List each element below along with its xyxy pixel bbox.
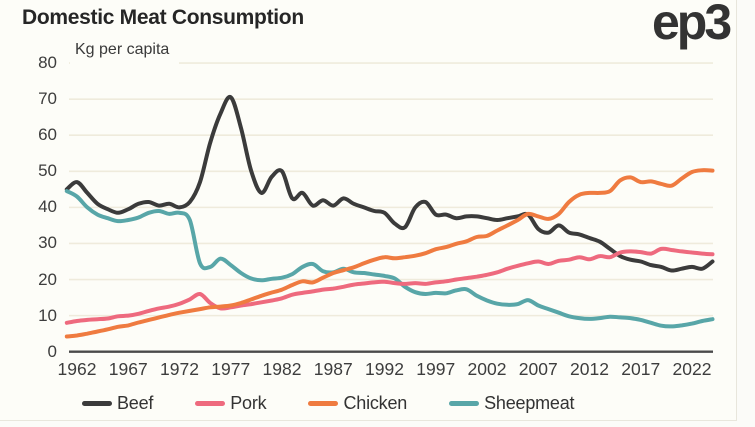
chart-card: Domestic Meat Consumption ep3 Kg per cap… bbox=[0, 0, 737, 421]
legend-item-beef: Beef bbox=[82, 393, 153, 414]
y-tick-label-40: 40 bbox=[38, 197, 57, 217]
x-tick-label-2002: 2002 bbox=[467, 359, 507, 379]
page-title: Domestic Meat Consumption bbox=[22, 6, 304, 29]
x-tick-label-1982: 1982 bbox=[262, 359, 302, 379]
x-tick-label-1972: 1972 bbox=[160, 359, 199, 379]
y-tick-label-50: 50 bbox=[38, 161, 57, 181]
x-tick-label-2007: 2007 bbox=[518, 359, 558, 379]
legend-item-pork: Pork bbox=[195, 393, 267, 414]
x-tick-label-1997: 1997 bbox=[416, 359, 456, 379]
y-tick-label-10: 10 bbox=[38, 305, 57, 325]
series-line-beef bbox=[64, 95, 715, 273]
x-tick-label-1977: 1977 bbox=[211, 359, 251, 379]
legend-swatch-chicken bbox=[308, 401, 339, 406]
legend-label-sheepmeat: Sheepmeat bbox=[484, 393, 575, 413]
legend-item-sheepmeat: Sheepmeat bbox=[449, 393, 575, 414]
y-axis-unit-label: Kg per capita bbox=[70, 34, 180, 65]
y-tick-label-60: 60 bbox=[38, 125, 57, 145]
y-tick-label-30: 30 bbox=[38, 233, 57, 253]
x-tick-label-2022: 2022 bbox=[672, 359, 712, 379]
x-tick-label-1962: 1962 bbox=[57, 359, 97, 379]
legend-label-chicken: Chicken bbox=[343, 393, 408, 413]
x-tick-label-1987: 1987 bbox=[313, 359, 353, 379]
legend-swatch-beef bbox=[82, 401, 112, 406]
series-line-sheepmeat bbox=[64, 189, 715, 329]
legend-item-chicken: Chicken bbox=[308, 393, 407, 414]
legend-label-beef: Beef bbox=[117, 393, 154, 413]
y-tick-label-0: 0 bbox=[47, 341, 57, 361]
x-tick-label-2017: 2017 bbox=[621, 359, 661, 379]
legend-label-pork: Pork bbox=[230, 393, 267, 413]
legend-swatch-sheepmeat bbox=[449, 401, 480, 406]
x-tick-label-1967: 1967 bbox=[108, 359, 148, 379]
series-line-pork bbox=[64, 246, 715, 325]
x-tick-label-2012: 2012 bbox=[570, 359, 609, 379]
series-line-chicken bbox=[64, 168, 715, 339]
y-tick-label-80: 80 bbox=[38, 53, 57, 73]
ep3-logo: ep3 bbox=[652, 0, 732, 50]
y-tick-label-70: 70 bbox=[38, 89, 57, 109]
chart-legend: Beef Pork Chicken Sheepmeat bbox=[82, 393, 575, 414]
x-tick-label-1992: 1992 bbox=[365, 359, 404, 379]
y-tick-label-20: 20 bbox=[38, 269, 57, 289]
legend-swatch-pork bbox=[195, 401, 226, 406]
